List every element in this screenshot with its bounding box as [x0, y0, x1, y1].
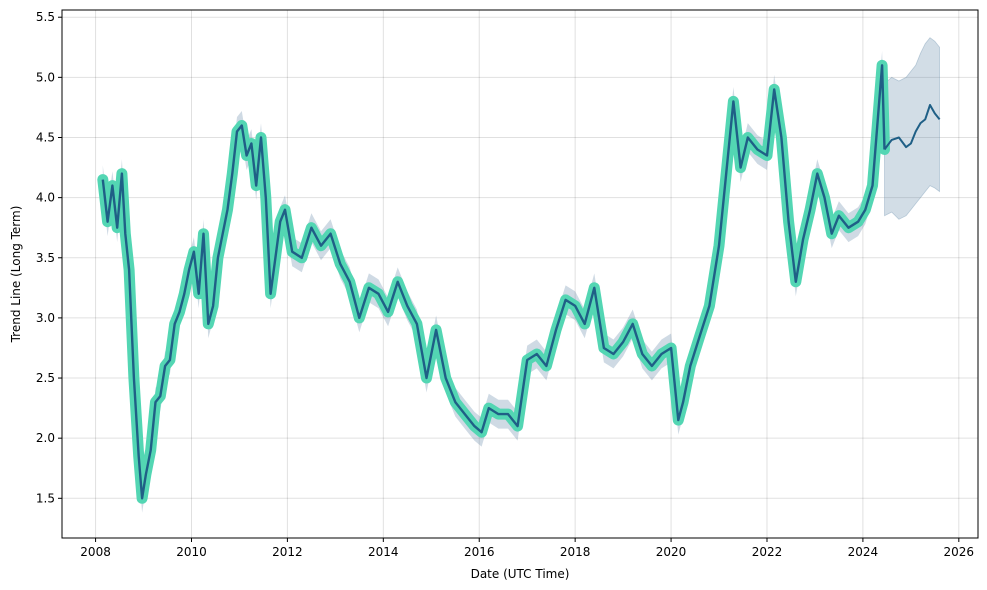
plot-frame	[61, 9, 979, 539]
x-tick-label: 2026	[944, 545, 975, 559]
x-tick-label: 2022	[752, 545, 783, 559]
x-tick-label: 2024	[848, 545, 879, 559]
x-tick-label: 2012	[272, 545, 303, 559]
y-tick-label: 5.5	[36, 10, 55, 24]
x-tick-label: 2010	[176, 545, 207, 559]
y-tick-label: 5.0	[36, 70, 55, 84]
y-tick-label: 1.5	[36, 491, 55, 505]
y-tick-label: 4.5	[36, 130, 55, 144]
forecast-confidence-band	[884, 37, 940, 220]
x-tick-label: 2008	[80, 545, 111, 559]
y-tick-label: 2.0	[36, 431, 55, 445]
x-tick-label: 2016	[464, 545, 495, 559]
trend-confidence-band	[102, 50, 885, 513]
y-axis-ticks: 1.5 2.0 2.5 3.0 3.5 4.0 4.5 5.0 5.5	[36, 10, 62, 505]
plot-area	[97, 37, 941, 513]
x-axis-label: Date (UTC Time)	[471, 567, 570, 581]
x-tick-label: 2014	[368, 545, 399, 559]
y-tick-label: 3.5	[36, 251, 55, 265]
forecast-line	[883, 104, 941, 151]
x-tick-label: 2020	[656, 545, 687, 559]
trend-line	[101, 64, 886, 500]
x-axis-ticks: 2008 2010 2012 2014 2016 2018 2020 2022 2024 2026	[80, 538, 974, 559]
y-tick-label: 2.5	[36, 371, 55, 385]
y-axis-label: Trend Line (Long Term)	[9, 206, 23, 344]
x-gridlines	[95, 10, 960, 538]
x-tick-label: 2018	[560, 545, 591, 559]
y-tick-label: 3.0	[36, 311, 55, 325]
y-tick-label: 4.0	[36, 191, 55, 205]
